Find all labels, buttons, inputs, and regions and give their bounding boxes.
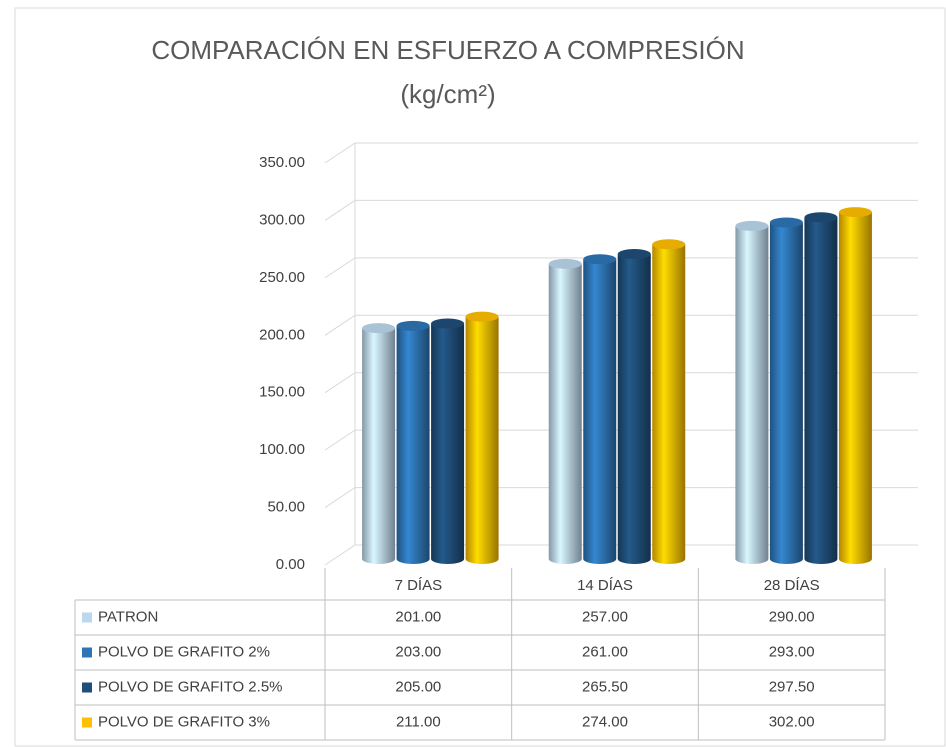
y-tick-label: 50.00 [267,499,305,516]
bar [396,320,430,564]
bar-body [617,254,651,564]
bar-body [735,225,769,564]
table-value: 302.00 [769,713,815,730]
table-value: 265.50 [582,678,628,695]
legend-swatch [82,647,92,658]
table-value: 257.00 [582,608,628,625]
bar-top [548,258,582,269]
bar [804,212,838,565]
y-tick-label: 350.00 [259,154,305,171]
bar-top [465,311,499,322]
bar-body [465,316,499,564]
bar [431,318,465,564]
bar [652,239,686,564]
bar-body [362,328,396,564]
bar [735,220,769,564]
table-value: 261.00 [582,643,628,660]
bar-top [362,323,396,334]
bar-body [804,217,838,565]
y-tick-label: 100.00 [259,441,305,458]
legend-label: PATRON [98,608,158,625]
y-tick-label: 150.00 [259,384,305,401]
table-value: 293.00 [769,643,815,660]
y-tick-label: 250.00 [259,269,305,286]
legend-swatch [82,612,92,623]
table-value: 274.00 [582,713,628,730]
table-value: 201.00 [395,608,441,625]
table-value: 211.00 [396,713,441,730]
bar [362,323,396,564]
y-tick-label: 300.00 [259,211,305,228]
bar [465,311,499,564]
bar-top [583,254,617,265]
bar-body [838,212,872,565]
y-tick-label: 0.00 [276,556,305,573]
table-value: 297.50 [769,678,815,695]
bar-body [431,323,465,564]
bar-top [769,217,803,228]
x-tick-label: 28 DÍAS [764,577,820,594]
legend-label: POLVO DE GRAFITO 2.5% [98,678,283,695]
bar [548,258,582,564]
bar-body [652,244,686,564]
legend-swatch [82,682,92,693]
chart-subtitle: (kg/cm²) [400,79,495,109]
bar-top [735,220,769,231]
bar-top [838,207,872,218]
bar-body [396,325,430,564]
y-tick-label: 200.00 [259,326,305,343]
table-value: 205.00 [395,678,441,695]
bar [838,207,872,565]
bar-top [431,318,465,329]
chart-title: COMPARACIÓN EN ESFUERZO A COMPRESIÓN [151,35,744,65]
bar [583,254,617,564]
bar-top [617,249,651,260]
bar-body [769,222,803,564]
bar-top [652,239,686,250]
bar-body [583,259,617,564]
table-value: 290.00 [769,608,815,625]
legend-label: POLVO DE GRAFITO 3% [98,713,270,730]
bar-top [396,320,430,331]
legend-swatch [82,717,92,728]
bar [769,217,803,564]
bar [617,249,651,564]
x-tick-label: 14 DÍAS [577,577,633,594]
x-tick-label: 7 DÍAS [395,577,443,594]
legend-label: POLVO DE GRAFITO 2% [98,643,270,660]
bar-body [548,263,582,564]
table-value: 203.00 [395,643,441,660]
bar-top [804,212,838,223]
